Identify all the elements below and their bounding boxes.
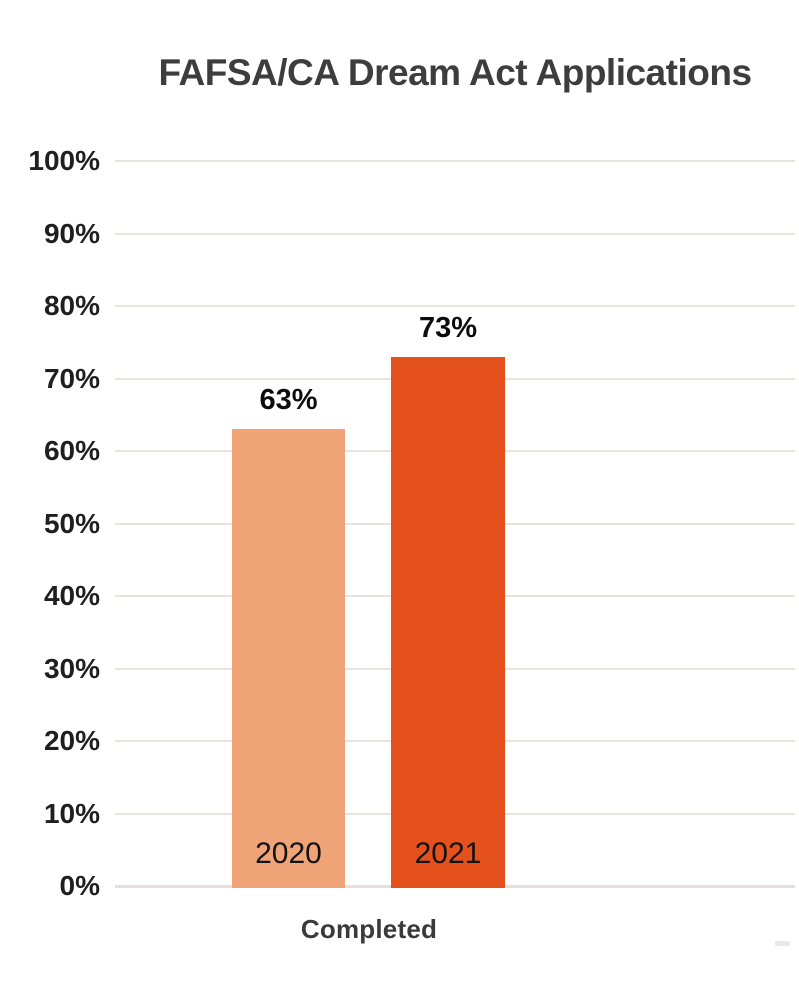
x-axis-label: Completed xyxy=(300,914,438,944)
y-tick-label-90%: 90% xyxy=(43,217,100,249)
y-tick-label-0%: 0% xyxy=(59,870,100,901)
chart-title: FAFSA/CA Dream Act Applications xyxy=(158,52,752,93)
y-tick-label-20%: 20% xyxy=(43,725,100,756)
y-tick-label-60%: 60% xyxy=(43,435,100,466)
y-tick-label-80%: 80% xyxy=(43,290,100,321)
value-label-2020: 63% xyxy=(259,384,318,416)
faint-watermark xyxy=(775,941,790,946)
bar-2021 xyxy=(391,357,505,888)
category-label-2021: 2021 xyxy=(414,837,482,870)
y-tick-label-30%: 30% xyxy=(43,652,100,684)
gridline-80% xyxy=(115,305,795,307)
category-label-2020: 2020 xyxy=(255,837,322,870)
y-tick-label-100%: 100% xyxy=(28,145,100,176)
gridline-100% xyxy=(115,160,795,162)
y-tick-label-70%: 70% xyxy=(43,362,100,394)
y-tick-label-50%: 50% xyxy=(43,507,100,539)
value-label-2021: 73% xyxy=(418,312,478,344)
gridline-90% xyxy=(115,232,795,235)
bar-2020 xyxy=(232,429,345,888)
y-tick-label-40%: 40% xyxy=(43,580,100,611)
y-tick-label-10%: 10% xyxy=(43,797,100,829)
